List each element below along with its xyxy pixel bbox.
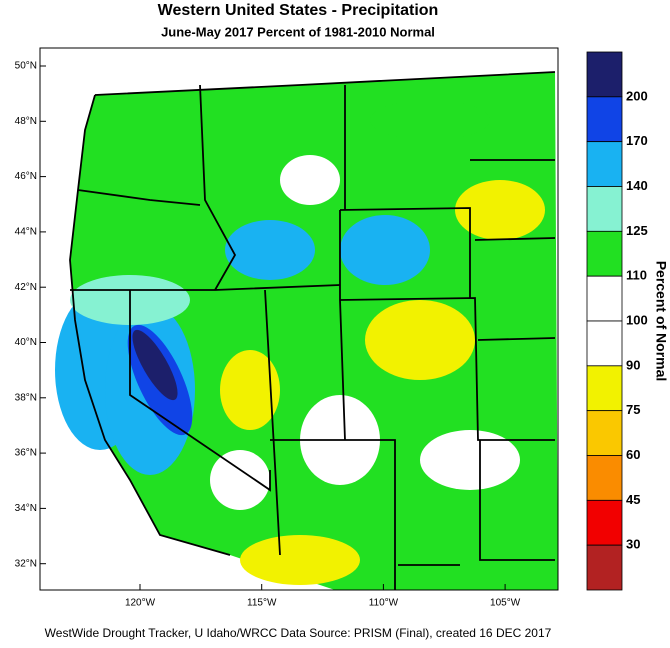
colorbar-segment <box>586 275 623 322</box>
colorbar-segment <box>586 141 623 187</box>
map: 50°N 48°N 46°N 44°N 42°N 40°N 38°N 36°N 34°N 32°N… <box>15 47 559 609</box>
lat-label: 38°N <box>15 392 37 403</box>
lat-label: 36°N <box>15 448 37 459</box>
colorbar: 200 170 140 125 110 100 90 75 60 45 30 <box>586 51 648 591</box>
colorbar-label: 60 <box>626 447 640 462</box>
colorbar-label: 140 <box>626 178 648 193</box>
colorbar-label: 200 <box>626 88 648 103</box>
colorbar-label: 45 <box>626 492 640 507</box>
colorbar-label: 125 <box>626 223 648 238</box>
lon-label: 115°W <box>247 598 277 609</box>
colorbar-label: 90 <box>626 357 640 372</box>
footer-credit: WestWide Drought Tracker, U Idaho/WRCC D… <box>45 626 552 640</box>
colorbar-segment <box>586 230 623 277</box>
colorbar-segment <box>586 455 623 501</box>
colorbar-segment <box>586 51 623 98</box>
title: Western United States - Precipitation <box>158 2 439 19</box>
colorbar-segment <box>586 499 623 546</box>
colorbar-label: 30 <box>626 537 640 552</box>
subtitle: June-May 2017 Percent of 1981-2010 Norma… <box>161 24 435 39</box>
lat-label: 44°N <box>15 227 37 238</box>
colorbar-segment <box>586 320 623 367</box>
lat-label: 48°N <box>15 116 37 127</box>
lat-axis: 50°N 48°N 46°N 44°N 42°N 40°N 38°N 36°N 34°N 32°N <box>15 61 46 569</box>
map-frame <box>39 47 559 591</box>
lat-label: 40°N <box>15 337 37 348</box>
colorbar-label: 100 <box>626 312 648 327</box>
colorbar-segment <box>586 410 623 456</box>
lat-label: 32°N <box>15 558 37 569</box>
lat-label: 46°N <box>15 171 37 182</box>
lon-axis: 120°W 115°W 110°W 105°W <box>125 584 521 609</box>
colorbar-label: 75 <box>626 402 640 417</box>
precip-areas <box>55 100 545 585</box>
colorbar-segment <box>586 96 623 143</box>
colorbar-label: 170 <box>626 133 648 148</box>
lat-label: 50°N <box>15 61 37 72</box>
lat-label: 34°N <box>15 503 37 514</box>
colorbar-segment <box>586 186 623 232</box>
lon-label: 120°W <box>125 598 156 609</box>
colorbar-label: 110 <box>626 268 647 283</box>
lat-label: 42°N <box>15 282 37 293</box>
lon-label: 110°W <box>369 598 399 609</box>
state-borders <box>69 71 556 590</box>
colorbar-segment <box>586 365 623 412</box>
colorbar-segment <box>586 544 623 591</box>
colorbar-title: Percent of Normal <box>653 261 669 382</box>
lon-label: 105°W <box>490 598 521 609</box>
